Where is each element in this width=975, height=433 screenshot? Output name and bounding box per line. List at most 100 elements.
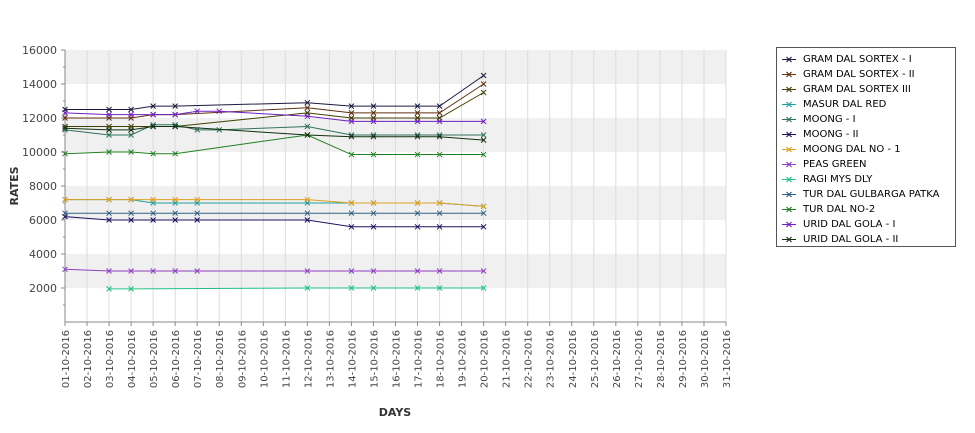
series-6 — [62, 196, 487, 210]
data-point — [414, 103, 421, 109]
data-point — [436, 285, 443, 291]
legend-label: MOONG DAL NO - 1 — [803, 144, 901, 155]
x-tick-label: 04-10-2016 — [127, 330, 138, 388]
data-point — [62, 196, 68, 203]
data-point — [304, 123, 311, 130]
x-tick-label: 21-10-2016 — [502, 330, 513, 388]
data-point — [370, 268, 377, 274]
x-tick-label: 20-10-2016 — [480, 330, 491, 388]
data-point — [370, 103, 377, 109]
x-tick-label: 10-10-2016 — [259, 330, 270, 388]
legend-item: TUR DAL GULBARGA PATKA — [777, 187, 955, 202]
data-point — [348, 285, 355, 291]
data-point — [304, 217, 311, 223]
x-tick-label: 08-10-2016 — [215, 330, 226, 388]
data-point — [106, 285, 112, 292]
legend-label: URID DAL GOLA - II — [803, 234, 899, 245]
y-tick-label: 14000 — [22, 78, 57, 91]
y-tick-label: 6000 — [29, 214, 57, 227]
y-tick-label: 16000 — [22, 44, 57, 57]
data-point — [128, 132, 134, 138]
x-tick-label: 17-10-2016 — [414, 330, 425, 388]
data-point — [370, 151, 377, 158]
data-point — [194, 196, 201, 203]
x-tick-label: 22-10-2016 — [524, 330, 535, 388]
legend-marker-icon — [782, 71, 796, 78]
x-tick-label: 30-10-2016 — [700, 330, 711, 388]
data-point — [62, 125, 68, 132]
x-tick-label: 09-10-2016 — [237, 330, 248, 388]
x-tick-label: 27-10-2016 — [634, 330, 645, 388]
data-point — [480, 203, 487, 210]
data-point — [480, 223, 487, 230]
data-point — [106, 210, 112, 217]
series-line — [109, 287, 484, 290]
data-point — [216, 127, 223, 133]
y-axis: 2000 4000 6000 8000 10000 12000 14000 16000 — [22, 44, 66, 322]
data-point — [194, 217, 201, 223]
x-tick-label: 05-10-2016 — [149, 330, 160, 388]
data-point — [414, 210, 421, 217]
data-point — [172, 210, 179, 217]
x-tick-label: 06-10-2016 — [171, 330, 182, 388]
y-tick-label: 4000 — [29, 248, 57, 261]
data-point — [414, 118, 421, 125]
data-point — [436, 118, 443, 125]
data-point — [150, 268, 156, 274]
x-tick-label: 13-10-2016 — [325, 330, 336, 388]
series-8 — [106, 285, 487, 292]
data-point — [480, 210, 487, 217]
chart-legend: GRAM DAL SORTEX - I GRAM DAL SORTEX - II G… — [776, 47, 956, 247]
x-axis-label: DAYS — [379, 406, 412, 419]
series-9 — [62, 210, 487, 217]
legend-item: URID DAL GOLA - I — [777, 217, 955, 232]
data-point — [348, 223, 355, 230]
series-11 — [62, 108, 487, 125]
legend-marker-icon — [782, 191, 796, 198]
data-point — [480, 151, 487, 158]
data-point — [62, 266, 68, 273]
data-point — [370, 210, 377, 217]
data-point — [370, 285, 377, 291]
x-tick-label: 12-10-2016 — [303, 330, 314, 388]
legend-item: GRAM DAL SORTEX III — [777, 82, 955, 97]
legend-label: PEAS GREEN — [803, 159, 867, 170]
x-tick-label: 18-10-2016 — [436, 330, 447, 388]
x-tick-label: 23-10-2016 — [546, 330, 557, 388]
x-tick-label: 07-10-2016 — [193, 330, 204, 388]
legend-label: MASUR DAL RED — [803, 99, 887, 110]
x-tick-label: 01-10-2016 — [61, 330, 72, 388]
legend-marker-icon — [782, 221, 796, 228]
data-point — [304, 210, 311, 217]
x-tick-label: 16-10-2016 — [392, 330, 403, 388]
legend-label: GRAM DAL SORTEX - I — [803, 54, 912, 65]
data-point — [172, 196, 179, 203]
data-point — [304, 268, 311, 274]
data-point — [150, 111, 156, 118]
data-point — [150, 217, 156, 223]
series-lines — [62, 72, 487, 292]
data-point — [106, 127, 112, 133]
data-point — [304, 285, 311, 291]
data-point — [150, 103, 156, 109]
x-tick-label: 19-10-2016 — [458, 330, 469, 388]
series-5 — [62, 213, 487, 230]
legend-item: MOONG DAL NO - 1 — [777, 142, 955, 157]
data-point — [414, 285, 421, 291]
x-tick-label: 29-10-2016 — [678, 330, 689, 388]
legend-label: TUR DAL NO-2 — [803, 204, 876, 215]
x-tick-label: 24-10-2016 — [568, 330, 579, 388]
data-point — [370, 200, 377, 206]
x-tick-label: 31-10-2016 — [722, 330, 733, 388]
legend-marker-icon — [782, 86, 796, 93]
legend-item: RAGI MYS DLY — [777, 172, 955, 187]
data-point — [62, 115, 68, 121]
legend-item: TUR DAL NO-2 — [777, 202, 955, 217]
x-tick-label: 28-10-2016 — [656, 330, 667, 388]
data-point — [216, 108, 223, 115]
data-point — [128, 196, 134, 203]
legend-marker-icon — [782, 206, 796, 213]
data-point — [172, 123, 179, 130]
data-point — [348, 200, 355, 206]
data-point — [370, 133, 377, 140]
